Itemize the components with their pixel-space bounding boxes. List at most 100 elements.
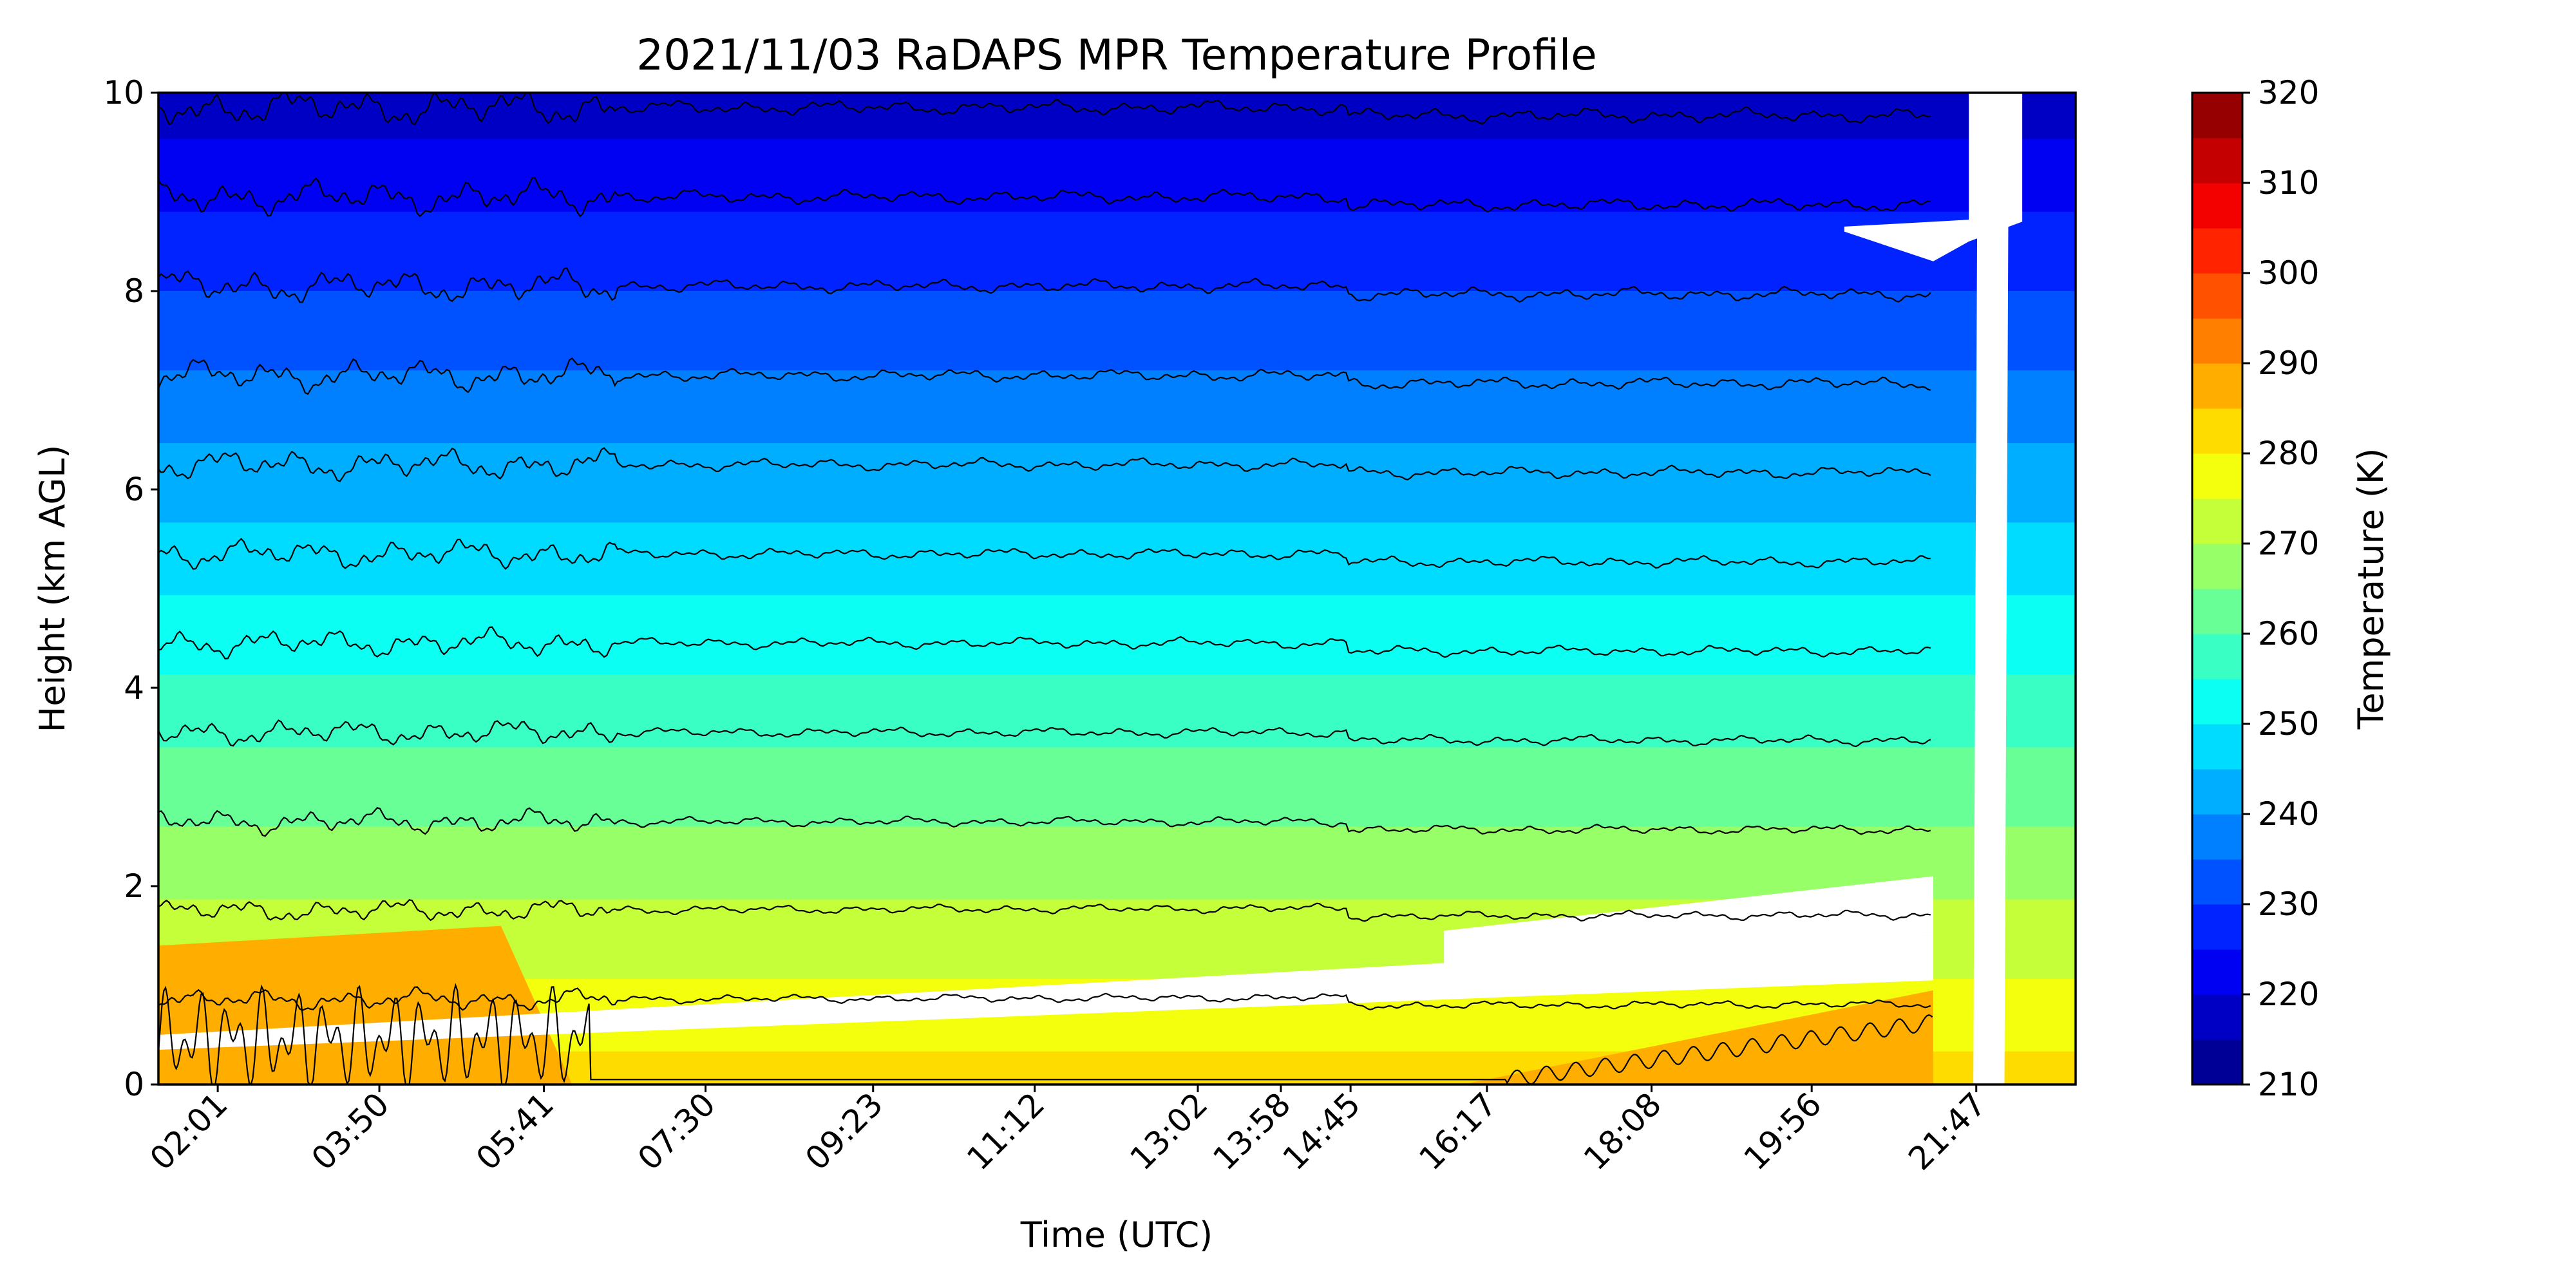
- temperature-band: [158, 582, 2076, 589]
- temperature-band: [158, 298, 2076, 305]
- colorbar-level: [2192, 318, 2242, 364]
- temperature-band: [158, 410, 2076, 417]
- temperature-band: [158, 668, 2076, 676]
- isotherm-line: [158, 538, 1931, 570]
- temperature-band: [158, 873, 2076, 880]
- colorbar-level: [2192, 1039, 2242, 1085]
- temperature-band: [158, 1012, 2076, 1019]
- temperature-band: [158, 589, 2076, 596]
- temperature-band: [158, 126, 2076, 133]
- colorbar-level: [2192, 453, 2242, 499]
- temperature-band: [158, 152, 2076, 160]
- isotherm-line-surface: [158, 983, 1933, 1084]
- temperature-band: [158, 509, 2076, 516]
- y-tick-label: 6: [124, 471, 144, 508]
- y-tick-label: 2: [124, 867, 144, 905]
- temperature-band: [158, 741, 2076, 748]
- temperature-band: [158, 945, 2076, 953]
- temperature-band: [158, 423, 2076, 431]
- temperature-band: [158, 172, 2076, 180]
- colorbar-level: [2192, 724, 2242, 770]
- x-tick-label: 18:08: [1577, 1085, 1669, 1177]
- temperature-band: [158, 304, 2076, 312]
- temperature-band: [158, 225, 2076, 232]
- temperature-band: [158, 575, 2076, 583]
- temperature-band: [158, 278, 2076, 285]
- y-axis-label: Height (km AGL): [32, 445, 73, 733]
- temperature-band: [158, 866, 2076, 874]
- y-tick-label: 0: [124, 1066, 144, 1103]
- temperature-band: [158, 661, 2076, 668]
- temperature-band: [158, 846, 2076, 854]
- plot-frame: [157, 91, 2077, 1086]
- temperature-band: [158, 913, 2076, 920]
- temperature-band: [158, 482, 2076, 490]
- y-axis: 0 2 4 6 8 10: [103, 74, 158, 1103]
- temperature-band: [158, 185, 2076, 193]
- temperature-band: [158, 806, 2076, 814]
- colorbar-level: [2192, 814, 2242, 860]
- colorbar-level: [2192, 228, 2242, 274]
- colorbar-level: [2192, 273, 2242, 319]
- temperature-band: [158, 291, 2076, 299]
- colorbar-level: [2192, 544, 2242, 589]
- temperature-band: [158, 357, 2076, 365]
- temperature-band: [158, 648, 2076, 656]
- temperature-band: [158, 641, 2076, 649]
- colorbar-tick-label: 270: [2258, 525, 2319, 562]
- isotherm-line: [158, 93, 1931, 126]
- temperature-band: [158, 694, 2076, 702]
- colorbar-level: [2192, 634, 2242, 679]
- temperature-band: [158, 245, 2076, 252]
- temperature-band: [158, 469, 2076, 477]
- temperature-band: [158, 119, 2076, 127]
- temperature-band: [158, 793, 2076, 801]
- temperature-band: [158, 688, 2076, 696]
- temperature-band: [158, 826, 2076, 834]
- temperature-band: [158, 337, 2076, 345]
- temperature-field: [158, 93, 2076, 1084]
- temperature-band: [158, 502, 2076, 510]
- temperature-band: [158, 456, 2076, 464]
- temperature-band: [158, 370, 2076, 378]
- temperature-band: [158, 112, 2076, 120]
- temperature-band: [158, 317, 2076, 325]
- temperature-band: [158, 192, 2076, 200]
- y-tick-label: 10: [103, 74, 144, 111]
- colorbar-level: [2192, 769, 2242, 815]
- temperature-band: [158, 529, 2076, 536]
- colorbar-tick-label: 300: [2258, 254, 2319, 292]
- temperature-band: [158, 714, 2076, 722]
- colorbar-tick-label: 220: [2258, 976, 2319, 1013]
- temperature-band: [158, 1057, 2076, 1065]
- temperature-band: [158, 601, 2076, 609]
- temperature-band: [158, 562, 2076, 569]
- colorbar-level: [2192, 138, 2242, 184]
- x-tick-label: 21:47: [1901, 1085, 1993, 1177]
- colorbar-tick-label: 320: [2258, 74, 2319, 111]
- temperature-band: [158, 1065, 2076, 1072]
- temperature-band: [158, 516, 2076, 524]
- x-axis: 02:01 03:50 05:41 07:30 09:23 11:12 13:0213:58…: [143, 1084, 1993, 1177]
- temperature-band: [158, 1045, 2076, 1052]
- temperature-band: [158, 489, 2076, 497]
- isotherm-contours: [158, 93, 1933, 1084]
- x-axis-label: Time (UTC): [1020, 1215, 1213, 1255]
- colorbar-level: [2192, 498, 2242, 544]
- temperature-band: [158, 760, 2076, 768]
- temperature-band: [158, 727, 2076, 735]
- isotherm-line: [158, 899, 1931, 922]
- chart-title: 2021/11/03 RaDAPS MPR Temperature Profil…: [636, 30, 1597, 80]
- temperature-band: [158, 939, 2076, 947]
- temperature-band: [158, 899, 2076, 907]
- colorbar-tick-label: 240: [2258, 795, 2319, 833]
- colorbar-tick-label: 290: [2258, 345, 2319, 382]
- temperature-band: [158, 198, 2076, 206]
- isotherm-line: [158, 986, 1931, 1012]
- x-tick-label: 19:56: [1737, 1085, 1829, 1177]
- temperature-band: [158, 1051, 2076, 1059]
- temperature-band: [158, 1018, 2076, 1026]
- temperature-band: [158, 965, 2076, 973]
- temperature-band: [158, 707, 2076, 715]
